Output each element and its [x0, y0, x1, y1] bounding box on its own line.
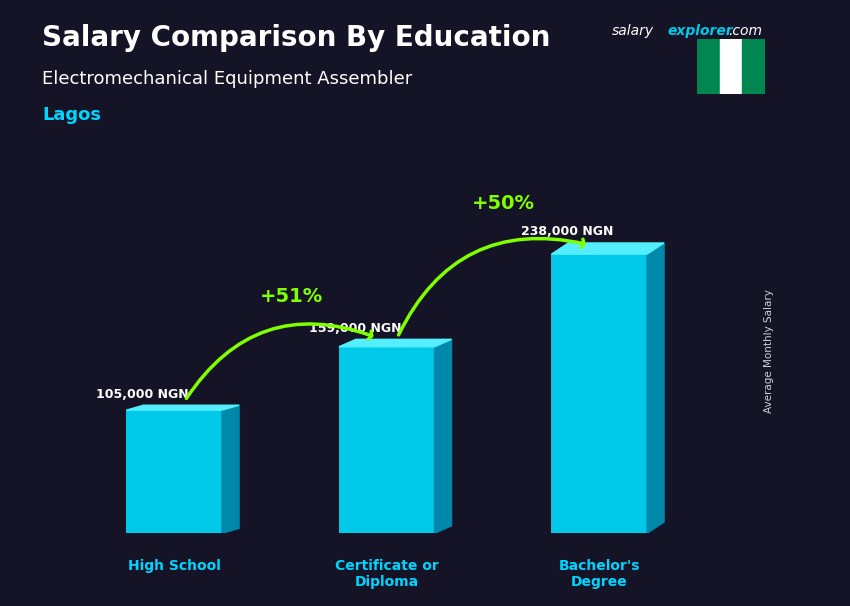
Polygon shape	[127, 405, 239, 410]
Text: Lagos: Lagos	[42, 106, 101, 124]
Polygon shape	[434, 339, 451, 533]
Text: Electromechanical Equipment Assembler: Electromechanical Equipment Assembler	[42, 70, 413, 88]
Text: salary: salary	[612, 24, 654, 38]
Text: explorer: explorer	[667, 24, 733, 38]
Bar	[127, 410, 222, 533]
Text: Bachelor's
Degree: Bachelor's Degree	[558, 559, 640, 589]
Text: Average Monthly Salary: Average Monthly Salary	[764, 290, 774, 413]
Text: 159,000 NGN: 159,000 NGN	[309, 322, 401, 335]
Polygon shape	[222, 405, 239, 533]
Polygon shape	[647, 243, 664, 533]
Bar	[339, 347, 434, 533]
Text: High School: High School	[128, 559, 221, 573]
Text: 238,000 NGN: 238,000 NGN	[521, 225, 614, 238]
Bar	[697, 39, 720, 94]
Bar	[742, 39, 765, 94]
Bar	[720, 39, 742, 94]
Polygon shape	[339, 339, 451, 347]
Bar	[552, 254, 647, 533]
Text: +51%: +51%	[259, 287, 323, 306]
Text: .com: .com	[728, 24, 762, 38]
Text: Salary Comparison By Education: Salary Comparison By Education	[42, 24, 551, 52]
Text: Certificate or
Diploma: Certificate or Diploma	[335, 559, 439, 589]
Text: +50%: +50%	[472, 194, 536, 213]
Polygon shape	[552, 243, 664, 254]
Text: 105,000 NGN: 105,000 NGN	[96, 387, 189, 401]
